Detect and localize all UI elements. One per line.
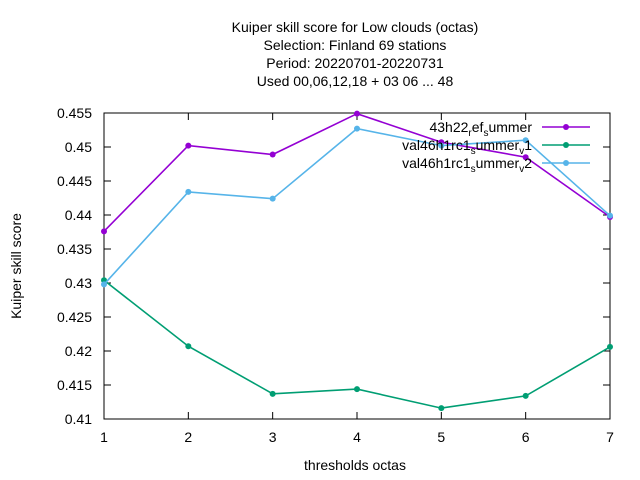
legend-text-part: s xyxy=(471,164,476,175)
data-point-series-2 xyxy=(438,405,445,412)
legend-text-part: ummer xyxy=(476,137,520,153)
data-point-series-2 xyxy=(354,386,360,393)
data-point-series-3 xyxy=(269,195,276,202)
y-tick-label: 0.44 xyxy=(65,207,92,223)
x-tick-label: 4 xyxy=(353,429,361,445)
x-tick-label: 1 xyxy=(100,429,108,445)
legend-text-part: v xyxy=(519,164,524,175)
data-point-series-2 xyxy=(185,343,192,350)
legend-text-part: val46h1rc1 xyxy=(402,137,471,153)
x-tick-label: 3 xyxy=(269,429,277,445)
legend-text-part: s xyxy=(471,146,476,157)
legend-text-part: v xyxy=(519,146,524,157)
data-point-series-3 xyxy=(101,281,107,288)
y-tick-label: 0.41 xyxy=(65,411,92,427)
data-point-series-2 xyxy=(522,392,529,399)
legend-text-part: 1 xyxy=(524,137,532,153)
chart-title: Kuiper skill score for Low clouds (octas… xyxy=(232,19,479,89)
series-group xyxy=(101,110,613,412)
data-point-series-3 xyxy=(185,188,192,195)
data-point-series-1 xyxy=(522,154,529,161)
data-point-series-3 xyxy=(607,212,613,219)
x-tick-label: 7 xyxy=(606,429,614,445)
legend-text-part: 43h22 xyxy=(429,119,468,135)
data-point-series-3 xyxy=(522,137,529,144)
legend-text-part: ef xyxy=(472,119,484,135)
y-tick-label: 0.445 xyxy=(57,173,92,189)
plot-frame xyxy=(103,112,611,420)
legend-text-part: ummer xyxy=(476,155,520,171)
data-point-series-3 xyxy=(354,125,360,132)
y-tick-label: 0.42 xyxy=(65,343,92,359)
y-tick-label: 0.435 xyxy=(57,241,92,257)
x-axis-label: thresholds octas xyxy=(304,457,406,473)
title-line: Period: 20220701-20220731 xyxy=(266,55,444,71)
legend-text-part: val46h1rc1 xyxy=(402,155,471,171)
x-tick-label: 6 xyxy=(522,429,530,445)
legend-text-part: ummer xyxy=(488,119,532,135)
legend-text-part: s xyxy=(483,128,488,139)
legend-text-part: r xyxy=(468,128,472,139)
title-line: Selection: Finland 69 stations xyxy=(264,37,447,53)
legend-label-3: val46h1rc1summerv2 xyxy=(402,155,532,175)
y-tick-label: 0.425 xyxy=(57,309,92,325)
legend-marker-2 xyxy=(563,142,569,148)
series-line-3 xyxy=(103,127,611,285)
data-point-series-3 xyxy=(438,142,445,149)
legend-label-1: 43h22refsummer xyxy=(429,119,532,139)
title-line: Kuiper skill score for Low clouds (octas… xyxy=(232,19,479,35)
data-point-series-1 xyxy=(269,151,276,158)
y-axis-label: Kuiper skill score xyxy=(8,213,24,319)
x-axis: 1 2 3 4 5 6 7 xyxy=(100,113,614,445)
y-tick-label: 0.45 xyxy=(65,139,92,155)
data-point-series-2 xyxy=(269,390,276,397)
data-point-series-1 xyxy=(101,228,107,235)
data-point-series-1 xyxy=(185,142,192,149)
legend-text-part: 2 xyxy=(524,155,532,171)
x-tick-label: 2 xyxy=(184,429,192,445)
y-tick-label: 0.455 xyxy=(57,105,92,121)
data-point-series-1 xyxy=(354,110,360,117)
y-tick-label: 0.43 xyxy=(65,275,92,291)
data-point-series-2 xyxy=(607,343,613,350)
y-axis: 0.41 0.415 0.42 0.425 0.43 0.435 0.44 0.445 0.45… xyxy=(57,105,610,427)
x-tick-label: 5 xyxy=(437,429,445,445)
legend-marker-3 xyxy=(563,160,569,166)
title-line: Used 00,06,12,18 + 03 06 ... 48 xyxy=(257,73,454,89)
y-tick-label: 0.415 xyxy=(57,377,92,393)
legend-label-2: val46h1rc1summerv1 xyxy=(402,137,532,157)
legend-marker-1 xyxy=(563,124,569,130)
legend: 43h22refsummerval46h1rc1summerv1val46h1r… xyxy=(402,119,590,175)
